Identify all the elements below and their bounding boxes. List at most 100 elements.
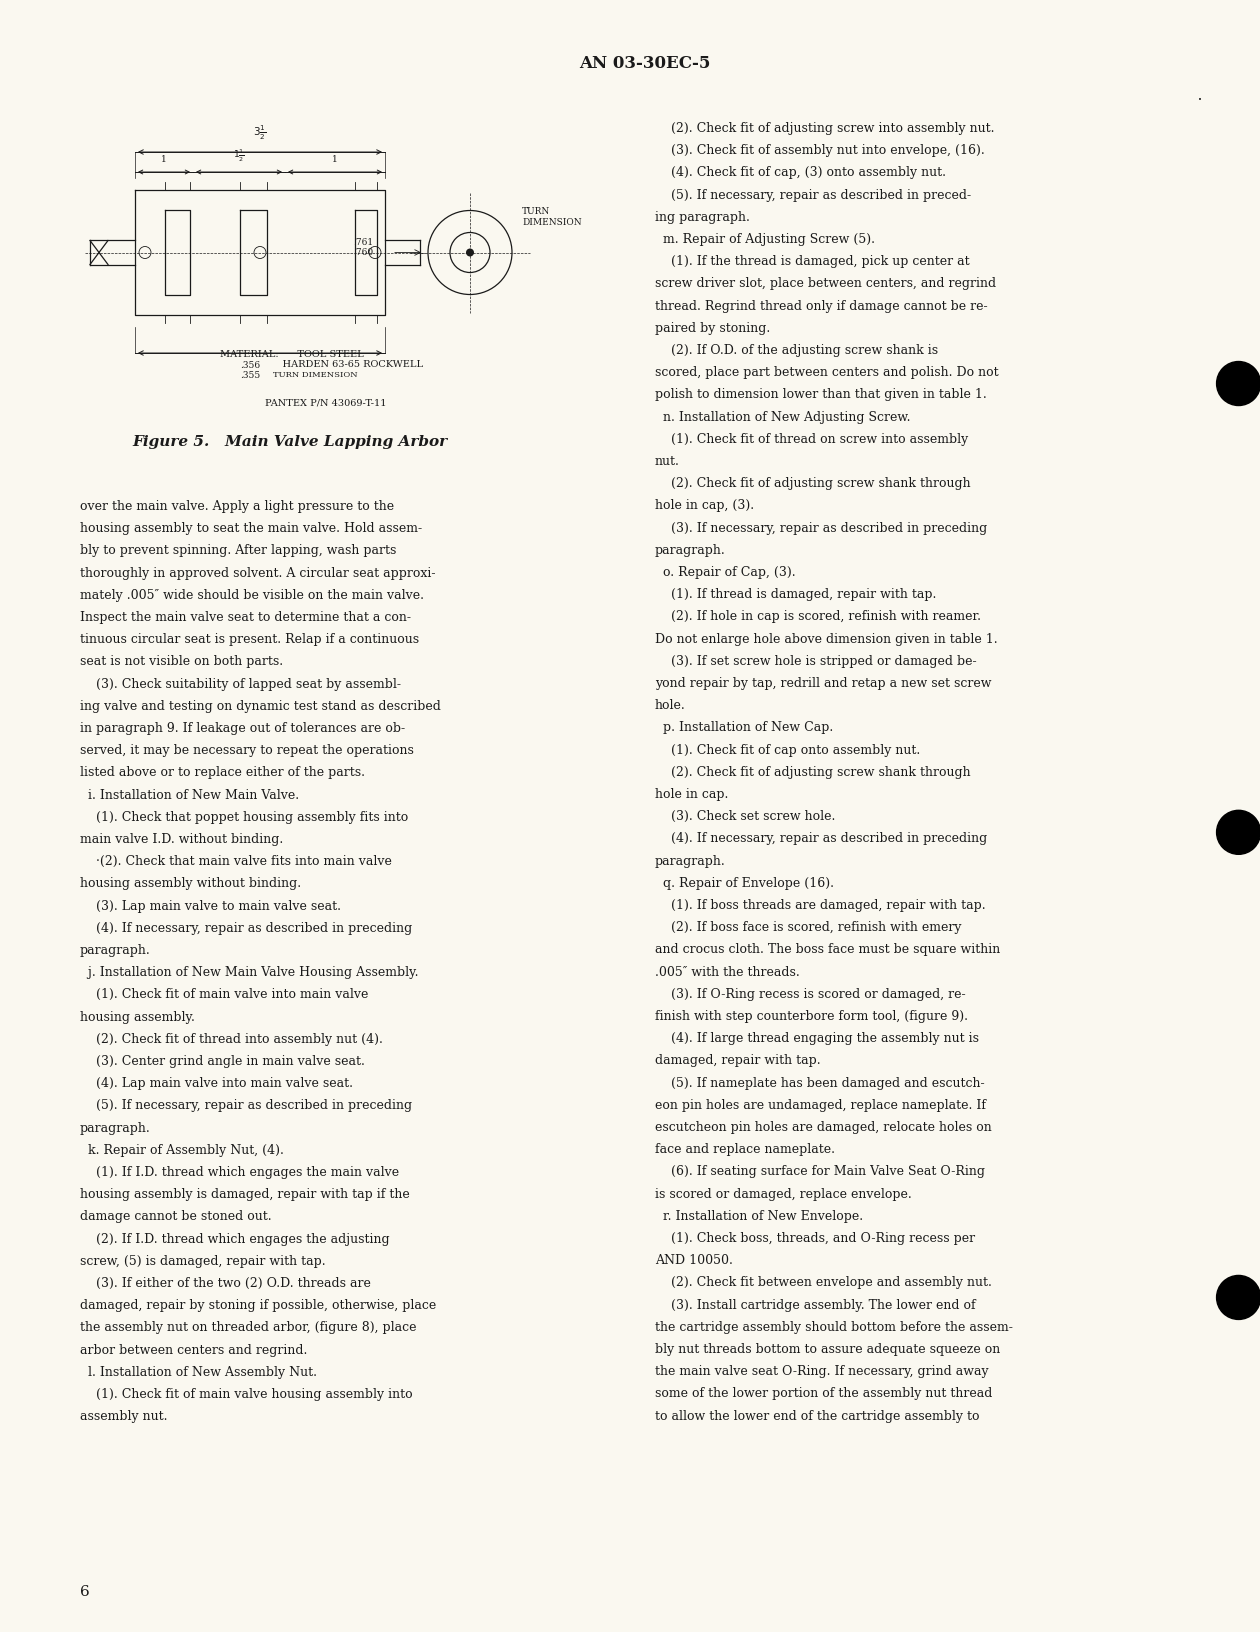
Text: (4). If necessary, repair as described in preceding: (4). If necessary, repair as described i… <box>79 922 412 935</box>
Text: (3). Check set screw hole.: (3). Check set screw hole. <box>655 809 835 823</box>
Text: (1). If thread is damaged, repair with tap.: (1). If thread is damaged, repair with t… <box>655 588 936 601</box>
Text: in paragraph 9. If leakage out of tolerances are ob-: in paragraph 9. If leakage out of tolera… <box>79 721 406 734</box>
Text: paragraph.: paragraph. <box>655 855 726 868</box>
Text: (3). If necessary, repair as described in preceding: (3). If necessary, repair as described i… <box>655 522 988 535</box>
Text: (1). Check fit of main valve into main valve: (1). Check fit of main valve into main v… <box>79 989 368 1002</box>
Text: MATERIAL:      TOOL STEEL
                    HARDEN 63-65 ROCKWELL: MATERIAL: TOOL STEEL HARDEN 63-65 ROCKWE… <box>220 349 423 369</box>
Text: listed above or to replace either of the parts.: listed above or to replace either of the… <box>79 767 365 780</box>
Text: ing paragraph.: ing paragraph. <box>655 211 750 224</box>
Text: thoroughly in approved solvent. A circular seat approxi-: thoroughly in approved solvent. A circul… <box>79 566 436 579</box>
Text: (1). If I.D. thread which engages the main valve: (1). If I.D. thread which engages the ma… <box>79 1165 399 1178</box>
Text: housing assembly without binding.: housing assembly without binding. <box>79 878 301 891</box>
Text: l. Installation of New Assembly Nut.: l. Installation of New Assembly Nut. <box>79 1366 318 1379</box>
Text: (2). Check fit of adjusting screw shank through: (2). Check fit of adjusting screw shank … <box>655 477 970 490</box>
Text: (1). Check that poppet housing assembly fits into: (1). Check that poppet housing assembly … <box>79 811 408 824</box>
Text: arbor between centers and regrind.: arbor between centers and regrind. <box>79 1343 307 1356</box>
Circle shape <box>466 248 474 256</box>
Text: (3). Lap main valve to main valve seat.: (3). Lap main valve to main valve seat. <box>79 899 341 912</box>
Text: $1\frac{1}{2}$: $1\frac{1}{2}$ <box>233 147 244 163</box>
Text: hole in cap.: hole in cap. <box>655 788 728 801</box>
Text: nut.: nut. <box>655 455 680 468</box>
Text: (2). If O.D. of the adjusting screw shank is: (2). If O.D. of the adjusting screw shan… <box>655 344 939 357</box>
Text: (2). Check fit of adjusting screw into assembly nut.: (2). Check fit of adjusting screw into a… <box>655 122 994 135</box>
Text: (5). If nameplate has been damaged and escutch-: (5). If nameplate has been damaged and e… <box>655 1077 984 1090</box>
Text: (2). If boss face is scored, refinish with emery: (2). If boss face is scored, refinish wi… <box>655 920 961 934</box>
Text: (2). Check fit of thread into assembly nut (4).: (2). Check fit of thread into assembly n… <box>79 1033 383 1046</box>
Text: 6: 6 <box>79 1585 89 1599</box>
Text: over the main valve. Apply a light pressure to the: over the main valve. Apply a light press… <box>79 499 394 512</box>
Text: (4). Check fit of cap, (3) onto assembly nut.: (4). Check fit of cap, (3) onto assembly… <box>655 166 946 180</box>
Text: and crocus cloth. The boss face must be square within: and crocus cloth. The boss face must be … <box>655 943 1000 956</box>
Text: q. Repair of Envelope (16).: q. Repair of Envelope (16). <box>655 876 834 889</box>
Text: .761
.760: .761 .760 <box>353 238 373 258</box>
Text: m. Repair of Adjusting Screw (5).: m. Repair of Adjusting Screw (5). <box>655 233 874 246</box>
Text: (3). Install cartridge assembly. The lower end of: (3). Install cartridge assembly. The low… <box>655 1299 975 1312</box>
Text: (1). Check boss, threads, and O-Ring recess per: (1). Check boss, threads, and O-Ring rec… <box>655 1232 975 1245</box>
Text: Figure 5.   Main Valve Lapping Arbor: Figure 5. Main Valve Lapping Arbor <box>132 436 447 449</box>
Text: Inspect the main valve seat to determine that a con-: Inspect the main valve seat to determine… <box>79 610 411 623</box>
Text: (6). If seating surface for Main Valve Seat O-Ring: (6). If seating surface for Main Valve S… <box>655 1165 985 1178</box>
Text: i. Installation of New Main Valve.: i. Installation of New Main Valve. <box>79 788 299 801</box>
Text: TURN
DIMENSION: TURN DIMENSION <box>522 207 582 227</box>
Text: face and replace nameplate.: face and replace nameplate. <box>655 1142 835 1155</box>
Text: seat is not visible on both parts.: seat is not visible on both parts. <box>79 656 284 669</box>
Text: (1). Check fit of cap onto assembly nut.: (1). Check fit of cap onto assembly nut. <box>655 744 920 757</box>
Text: is scored or damaged, replace envelope.: is scored or damaged, replace envelope. <box>655 1188 912 1201</box>
Text: (3). Check suitability of lapped seat by assembl-: (3). Check suitability of lapped seat by… <box>79 677 401 690</box>
Text: (4). If large thread engaging the assembly nut is: (4). If large thread engaging the assemb… <box>655 1031 979 1044</box>
Text: assembly nut.: assembly nut. <box>79 1410 168 1423</box>
Text: paragraph.: paragraph. <box>79 943 151 956</box>
Text: yond repair by tap, redrill and retap a new set screw: yond repair by tap, redrill and retap a … <box>655 677 992 690</box>
Circle shape <box>1217 1276 1260 1319</box>
Text: (2). If I.D. thread which engages the adjusting: (2). If I.D. thread which engages the ad… <box>79 1232 389 1245</box>
Text: (3). If O-Ring recess is scored or damaged, re-: (3). If O-Ring recess is scored or damag… <box>655 987 965 1000</box>
Text: (2). Check fit between envelope and assembly nut.: (2). Check fit between envelope and asse… <box>655 1276 992 1289</box>
Text: (1). If boss threads are damaged, repair with tap.: (1). If boss threads are damaged, repair… <box>655 899 985 912</box>
Text: .356
.355: .356 .355 <box>239 361 260 380</box>
Text: .005″ with the threads.: .005″ with the threads. <box>655 966 800 979</box>
Text: (2). Check fit of adjusting screw shank through: (2). Check fit of adjusting screw shank … <box>655 765 970 778</box>
Text: damage cannot be stoned out.: damage cannot be stoned out. <box>79 1211 272 1224</box>
Text: finish with step counterbore form tool, (figure 9).: finish with step counterbore form tool, … <box>655 1010 968 1023</box>
Text: screw, (5) is damaged, repair with tap.: screw, (5) is damaged, repair with tap. <box>79 1255 325 1268</box>
Text: ·(2). Check that main valve fits into main valve: ·(2). Check that main valve fits into ma… <box>79 855 392 868</box>
Text: (3). If set screw hole is stripped or damaged be-: (3). If set screw hole is stripped or da… <box>655 654 976 667</box>
Text: p. Installation of New Cap.: p. Installation of New Cap. <box>655 721 833 734</box>
Text: to allow the lower end of the cartridge assembly to: to allow the lower end of the cartridge … <box>655 1410 979 1423</box>
Text: housing assembly is damaged, repair with tap if the: housing assembly is damaged, repair with… <box>79 1188 410 1201</box>
Text: AN 03-30EC-5: AN 03-30EC-5 <box>580 55 711 72</box>
Text: mately .005″ wide should be visible on the main valve.: mately .005″ wide should be visible on t… <box>79 589 425 602</box>
Text: (4). If necessary, repair as described in preceding: (4). If necessary, repair as described i… <box>655 832 988 845</box>
Text: screw driver slot, place between centers, and regrind: screw driver slot, place between centers… <box>655 277 997 290</box>
Circle shape <box>1217 811 1260 854</box>
Text: housing assembly.: housing assembly. <box>79 1010 195 1023</box>
Text: AND 10050.: AND 10050. <box>655 1255 733 1266</box>
Text: paragraph.: paragraph. <box>655 543 726 557</box>
Text: scored, place part between centers and polish. Do not: scored, place part between centers and p… <box>655 366 999 379</box>
Text: damaged, repair by stoning if possible, otherwise, place: damaged, repair by stoning if possible, … <box>79 1299 436 1312</box>
Text: (4). Lap main valve into main valve seat.: (4). Lap main valve into main valve seat… <box>79 1077 353 1090</box>
Text: bly nut threads bottom to assure adequate squeeze on: bly nut threads bottom to assure adequat… <box>655 1343 1000 1356</box>
Text: (1). Check fit of thread on screw into assembly: (1). Check fit of thread on screw into a… <box>655 432 968 446</box>
Text: n. Installation of New Adjusting Screw.: n. Installation of New Adjusting Screw. <box>655 411 911 424</box>
Text: tinuous circular seat is present. Relap if a continuous: tinuous circular seat is present. Relap … <box>79 633 420 646</box>
Text: main valve I.D. without binding.: main valve I.D. without binding. <box>79 832 284 845</box>
Text: 1: 1 <box>333 155 338 163</box>
Text: (1). Check fit of main valve housing assembly into: (1). Check fit of main valve housing ass… <box>79 1387 412 1400</box>
Text: •: • <box>1198 96 1202 103</box>
Text: served, it may be necessary to repeat the operations: served, it may be necessary to repeat th… <box>79 744 413 757</box>
Circle shape <box>1217 362 1260 405</box>
Text: (2). If hole in cap is scored, refinish with reamer.: (2). If hole in cap is scored, refinish … <box>655 610 982 623</box>
Text: k. Repair of Assembly Nut, (4).: k. Repair of Assembly Nut, (4). <box>79 1144 284 1157</box>
Text: escutcheon pin holes are damaged, relocate holes on: escutcheon pin holes are damaged, reloca… <box>655 1121 992 1134</box>
Text: (1). If the thread is damaged, pick up center at: (1). If the thread is damaged, pick up c… <box>655 255 970 268</box>
Text: damaged, repair with tap.: damaged, repair with tap. <box>655 1054 820 1067</box>
Text: (3). Center grind angle in main valve seat.: (3). Center grind angle in main valve se… <box>79 1054 365 1067</box>
Text: eon pin holes are undamaged, replace nameplate. If: eon pin holes are undamaged, replace nam… <box>655 1098 987 1111</box>
Text: (3). If either of the two (2) O.D. threads are: (3). If either of the two (2) O.D. threa… <box>79 1276 370 1289</box>
Text: thread. Regrind thread only if damage cannot be re-: thread. Regrind thread only if damage ca… <box>655 300 988 313</box>
Text: hole in cap, (3).: hole in cap, (3). <box>655 499 755 512</box>
Text: r. Installation of New Envelope.: r. Installation of New Envelope. <box>655 1209 863 1222</box>
Text: bly to prevent spinning. After lapping, wash parts: bly to prevent spinning. After lapping, … <box>79 545 397 558</box>
Text: (5). If necessary, repair as described in preced-: (5). If necessary, repair as described i… <box>655 189 971 202</box>
